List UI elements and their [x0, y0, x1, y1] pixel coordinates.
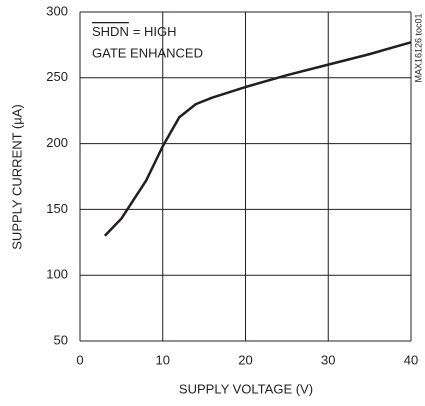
y-tick-label: 300: [46, 3, 68, 18]
annotation: SHDN = HIGH: [92, 24, 177, 39]
y-tick-label: 200: [46, 135, 68, 150]
figure-id: MAX16126 toc01: [413, 13, 423, 82]
annotation-mode: GATE ENHANCED: [92, 45, 203, 60]
y-tick-label: 250: [46, 69, 68, 84]
y-axis-label: SUPPLY CURRENT (µA): [9, 104, 24, 249]
x-tick-label: 0: [76, 352, 83, 367]
x-tick-label: 10: [156, 352, 170, 367]
annotation-state: = HIGH: [133, 24, 177, 39]
x-tick-label: 40: [404, 352, 418, 367]
x-axis-label: SUPPLY VOLTAGE (V): [179, 381, 313, 396]
y-tick-label: 50: [54, 332, 68, 347]
x-tick-label: 30: [321, 352, 335, 367]
y-tick-label: 100: [46, 267, 68, 282]
line: [103, 41, 412, 237]
y-tick-label: 150: [46, 201, 68, 216]
x-tick-label: 20: [238, 352, 252, 367]
annotation-signal: SHDN: [92, 24, 129, 39]
